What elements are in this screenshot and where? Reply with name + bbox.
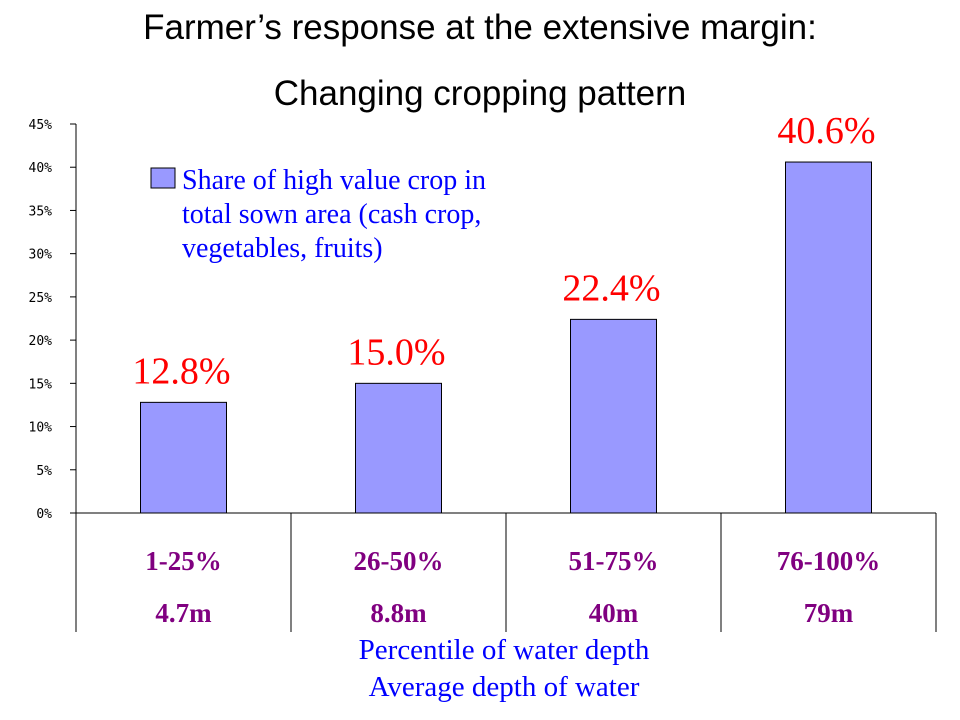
y-tick-label: 40% [29,161,53,176]
y-tick-label: 45% [29,118,53,133]
x-category-label: 51-75% [569,546,659,576]
y-tick-label: 20% [29,334,53,349]
y-tick-label: 30% [29,248,53,263]
bar [570,318,657,514]
y-tick-label: 5% [36,464,52,479]
y-tick-label: 15% [29,377,53,392]
data-label: 12.8% [132,350,230,392]
chart-subtitle: Changing cropping pattern [273,74,687,113]
data-label: 22.4% [562,267,660,309]
chart-title: Farmer’s response at the extensive margi… [143,8,817,47]
legend-label: total sown area (cash crop, [182,199,481,230]
bar [355,382,442,514]
x-category-label: 76-100% [777,546,881,576]
x-category-label: 1-25% [145,546,222,576]
y-tick-label: 0% [36,507,52,522]
x-category-label: 26-50% [354,546,444,576]
y-tick-label: 25% [29,291,53,306]
y-tick-label: 10% [29,421,53,436]
data-label: 40.6% [777,110,875,152]
x-axis-title: Percentile of water depth [359,634,650,666]
bar [785,161,872,514]
x-secondary-label: 40m [589,598,639,628]
y-tick-label: 35% [29,204,53,219]
legend-swatch [150,167,176,189]
x-secondary-label: 8.8m [370,598,427,628]
x-secondary-label: 79m [804,598,854,628]
x-secondary-label: 4.7m [155,598,212,628]
legend-label: vegetables, fruits) [182,233,383,264]
legend-label: Share of high value crop in [182,165,486,196]
bar [140,401,227,514]
x-axis-title: Average depth of water [369,671,640,703]
data-label: 15.0% [347,331,445,373]
